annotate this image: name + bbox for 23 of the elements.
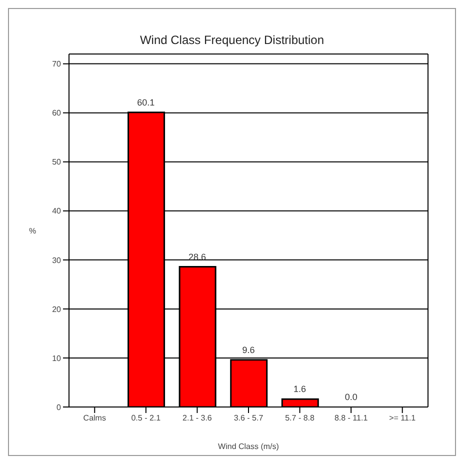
data-label: 9.6 [242, 344, 255, 355]
x-tick-label: 0.5 - 2.1 [131, 414, 162, 423]
x-tick-label: 5.7 - 8.8 [285, 414, 316, 423]
data-label: 60.1 [137, 97, 155, 108]
x-axis-title: Wind Class (m/s) [218, 442, 280, 451]
y-tick-label: 20 [52, 304, 62, 314]
data-label: 28.6 [188, 252, 206, 262]
chart-title: Wind Class Frequency Distribution [138, 33, 326, 47]
y-tick-label: 10 [52, 354, 62, 363]
x-tick-label: 8.8 - 11.1 [334, 414, 368, 423]
y-tick-label: 0 [56, 402, 62, 412]
y-tick-label: 70 [52, 60, 62, 69]
x-tick-label: 3.6 - 5.7 [234, 414, 264, 423]
y-tick-label: 60 [52, 108, 62, 118]
x-tick-label: 2.1 - 3.6 [182, 414, 212, 423]
y-axis-title: % [29, 226, 36, 236]
data-label: 0.0 [344, 392, 358, 402]
data-label: 1.6 [294, 384, 306, 394]
x-tick-label: >= 11.1 [389, 414, 416, 423]
x-tick-label: Calms [83, 414, 106, 423]
y-tick-label: 50 [52, 158, 62, 167]
y-tick-label: 30 [52, 256, 62, 265]
y-tick-label: 40 [52, 206, 62, 216]
